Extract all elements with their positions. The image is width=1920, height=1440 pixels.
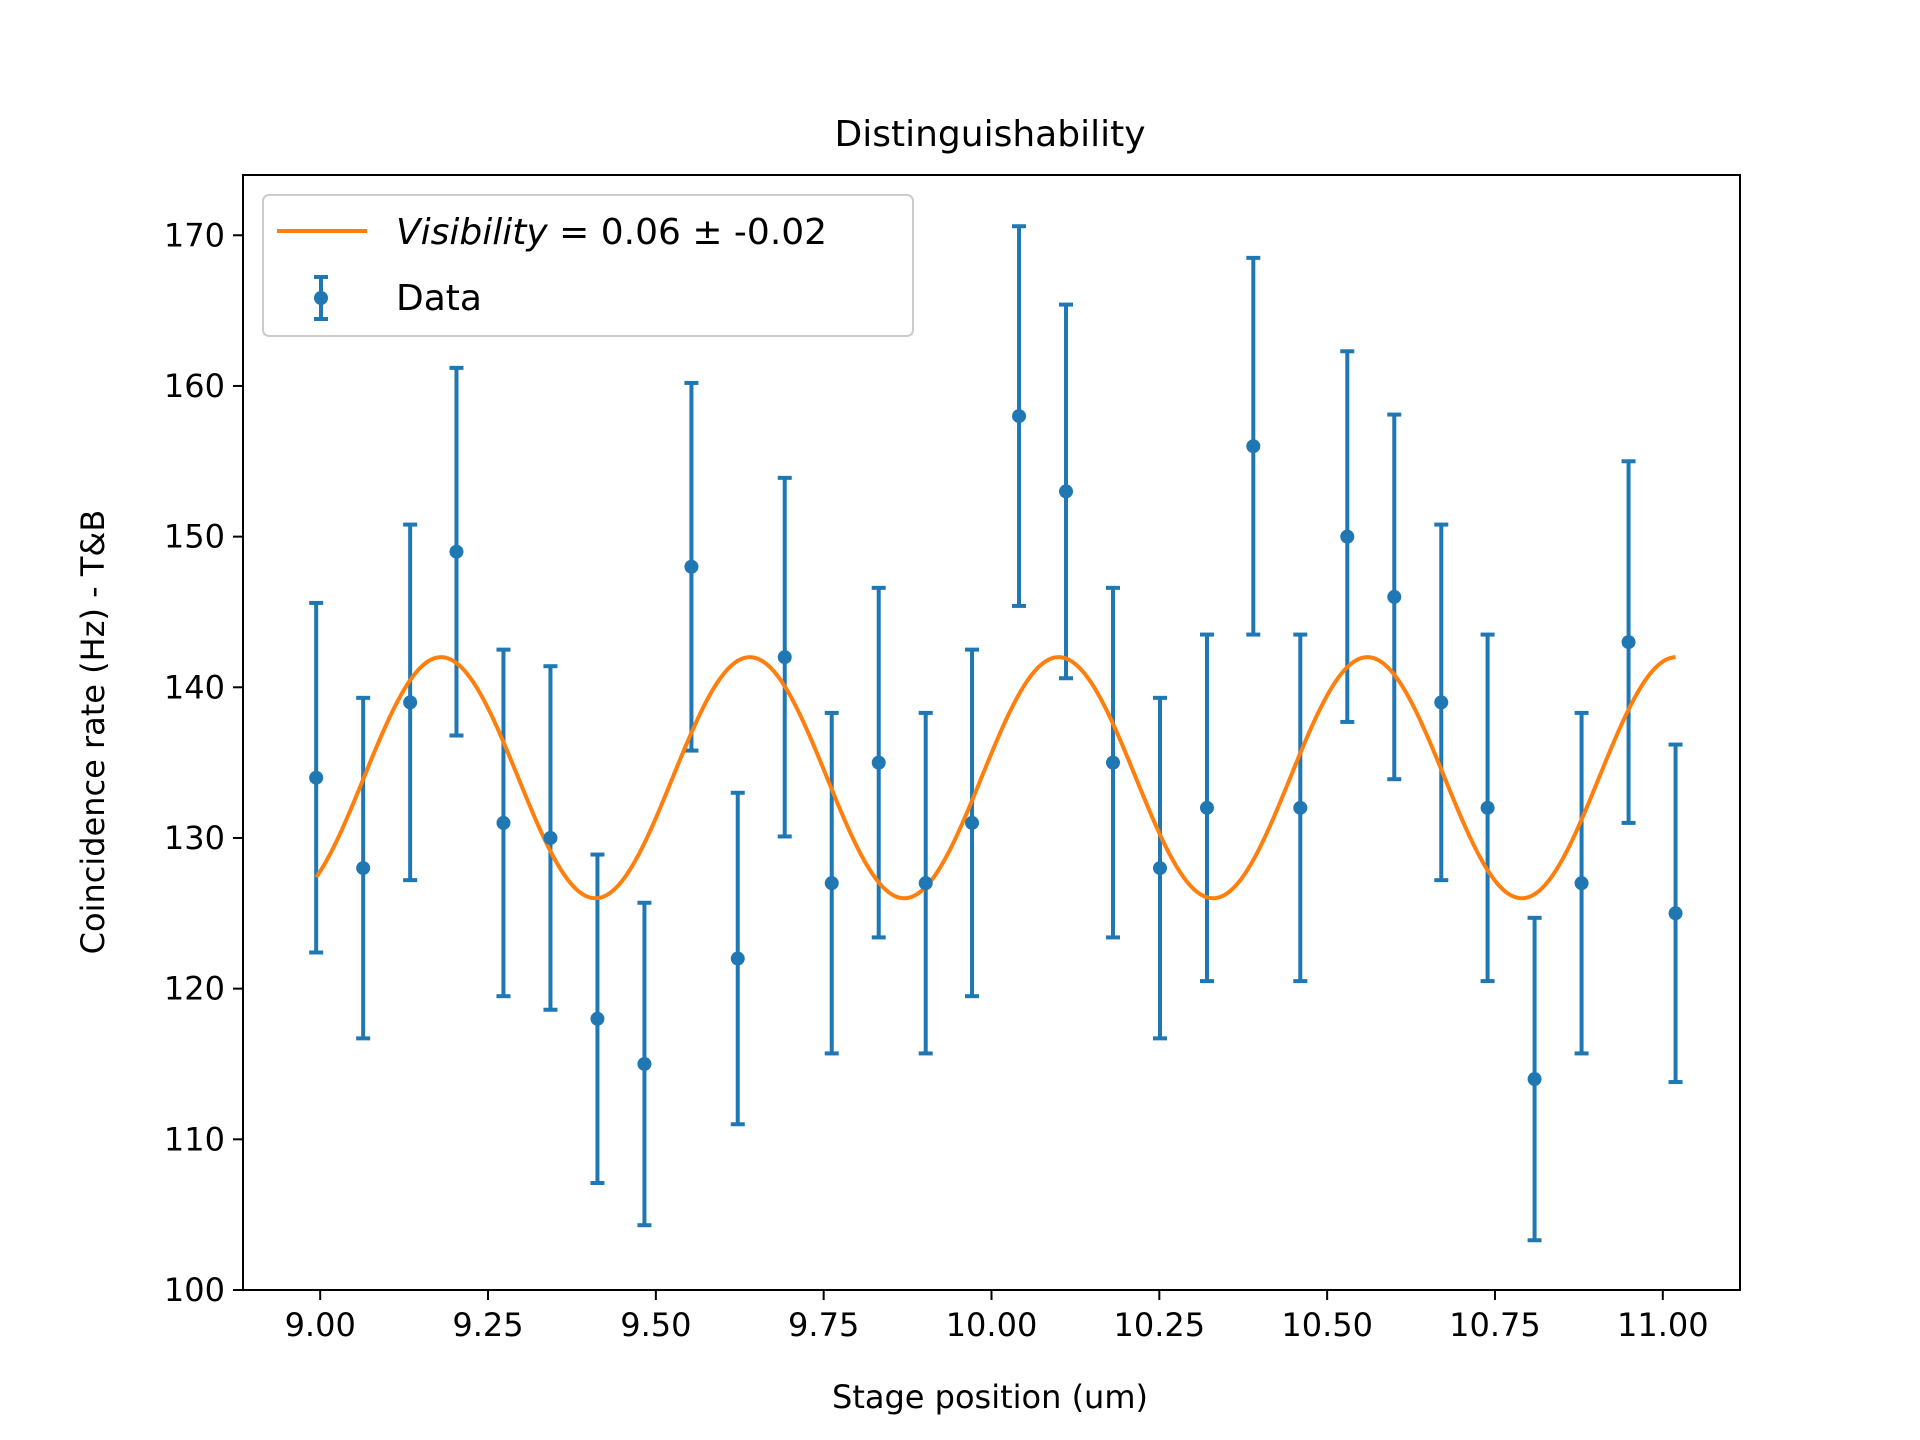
y-axis-label: Coincidence rate (Hz) - T&B bbox=[74, 510, 112, 955]
y-tick-label: 140 bbox=[164, 668, 225, 706]
data-point bbox=[1106, 755, 1121, 770]
data-point bbox=[637, 1056, 652, 1071]
legend-data-marker bbox=[314, 291, 328, 305]
data-point bbox=[730, 951, 745, 966]
x-tick-label: 10.00 bbox=[946, 1306, 1038, 1344]
data-point bbox=[684, 559, 699, 574]
data-point bbox=[1387, 589, 1402, 604]
legend-fit-label: Visibility = 0.06 ± -0.02 bbox=[396, 212, 827, 253]
x-axis-label: Stage position (um) bbox=[832, 1378, 1148, 1416]
data-point bbox=[1480, 800, 1495, 815]
data-point bbox=[1152, 861, 1167, 876]
data-point bbox=[871, 755, 886, 770]
x-tick-label: 9.25 bbox=[452, 1306, 523, 1344]
x-tick-label: 9.50 bbox=[620, 1306, 691, 1344]
x-tick-label: 10.50 bbox=[1281, 1306, 1373, 1344]
data-point bbox=[543, 830, 558, 845]
y-tick-label: 170 bbox=[164, 216, 225, 254]
data-point bbox=[1340, 529, 1355, 544]
data-point bbox=[309, 770, 324, 785]
data-point bbox=[777, 650, 792, 665]
legend-fit-rest: = 0.06 ± -0.02 bbox=[548, 212, 827, 253]
x-axis: 9.00 9.25 9.50 9.75 10.00 10.25 10.50 10.75 11.0… bbox=[285, 1290, 1709, 1344]
data-point bbox=[1621, 635, 1636, 650]
x-tick-label: 10.25 bbox=[1114, 1306, 1206, 1344]
data-point bbox=[1668, 906, 1683, 921]
x-tick-label: 9.75 bbox=[788, 1306, 859, 1344]
fit-curve bbox=[314, 655, 1676, 901]
data-point bbox=[1527, 1072, 1542, 1087]
x-tick-label: 10.75 bbox=[1449, 1306, 1541, 1344]
data-point bbox=[1059, 484, 1074, 499]
y-tick-label: 110 bbox=[164, 1120, 225, 1158]
y-tick-label: 120 bbox=[164, 970, 225, 1008]
plot-area bbox=[309, 224, 1683, 1243]
data-point bbox=[1012, 409, 1027, 424]
legend: Visibility = 0.06 ± -0.02 Data bbox=[262, 194, 914, 337]
y-tick-label: 150 bbox=[164, 518, 225, 556]
y-tick-label: 100 bbox=[164, 1271, 225, 1309]
data-point bbox=[403, 695, 418, 710]
data-point bbox=[1574, 876, 1589, 891]
data-point bbox=[1199, 800, 1214, 815]
axes-frame bbox=[242, 174, 1741, 1291]
data-point bbox=[918, 876, 933, 891]
x-tick-label: 11.00 bbox=[1617, 1306, 1709, 1344]
legend-data-label: Data bbox=[396, 278, 482, 319]
data-point bbox=[1293, 800, 1308, 815]
data-point bbox=[496, 815, 511, 830]
data-point bbox=[965, 815, 980, 830]
legend-fit-italic: Visibility bbox=[396, 212, 548, 253]
chart-title: Distinguishability bbox=[835, 114, 1146, 155]
y-tick-label: 130 bbox=[164, 819, 225, 857]
y-tick-label: 160 bbox=[164, 367, 225, 405]
y-axis: 100 110 120 130 140 150 160 170 bbox=[164, 216, 243, 1309]
x-tick-label: 9.00 bbox=[285, 1306, 356, 1344]
data-point bbox=[356, 861, 371, 876]
legend-box bbox=[262, 194, 914, 337]
data-point bbox=[590, 1011, 605, 1026]
data-point bbox=[1246, 439, 1261, 454]
data-point bbox=[824, 876, 839, 891]
data-point bbox=[1434, 695, 1449, 710]
data-point bbox=[449, 544, 464, 559]
